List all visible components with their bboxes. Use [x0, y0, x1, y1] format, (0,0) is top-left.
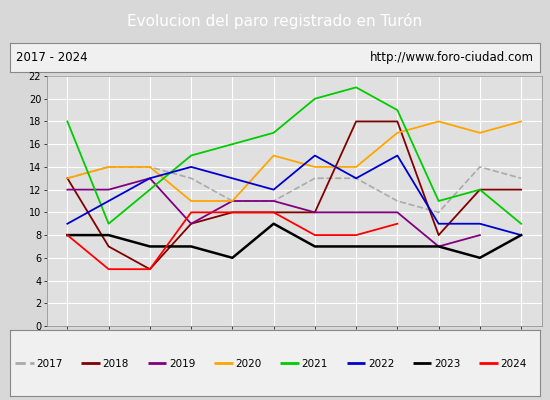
Text: http://www.foro-ciudad.com: http://www.foro-ciudad.com: [370, 51, 534, 64]
Text: 2017: 2017: [36, 359, 63, 369]
Text: 2018: 2018: [103, 359, 129, 369]
Text: 2019: 2019: [169, 359, 195, 369]
Text: 2022: 2022: [368, 359, 394, 369]
Text: 2024: 2024: [500, 359, 527, 369]
Text: 2023: 2023: [434, 359, 460, 369]
Text: 2021: 2021: [301, 359, 328, 369]
Text: 2020: 2020: [235, 359, 261, 369]
Text: Evolucion del paro registrado en Turón: Evolucion del paro registrado en Turón: [128, 13, 422, 29]
Text: 2017 - 2024: 2017 - 2024: [16, 51, 88, 64]
